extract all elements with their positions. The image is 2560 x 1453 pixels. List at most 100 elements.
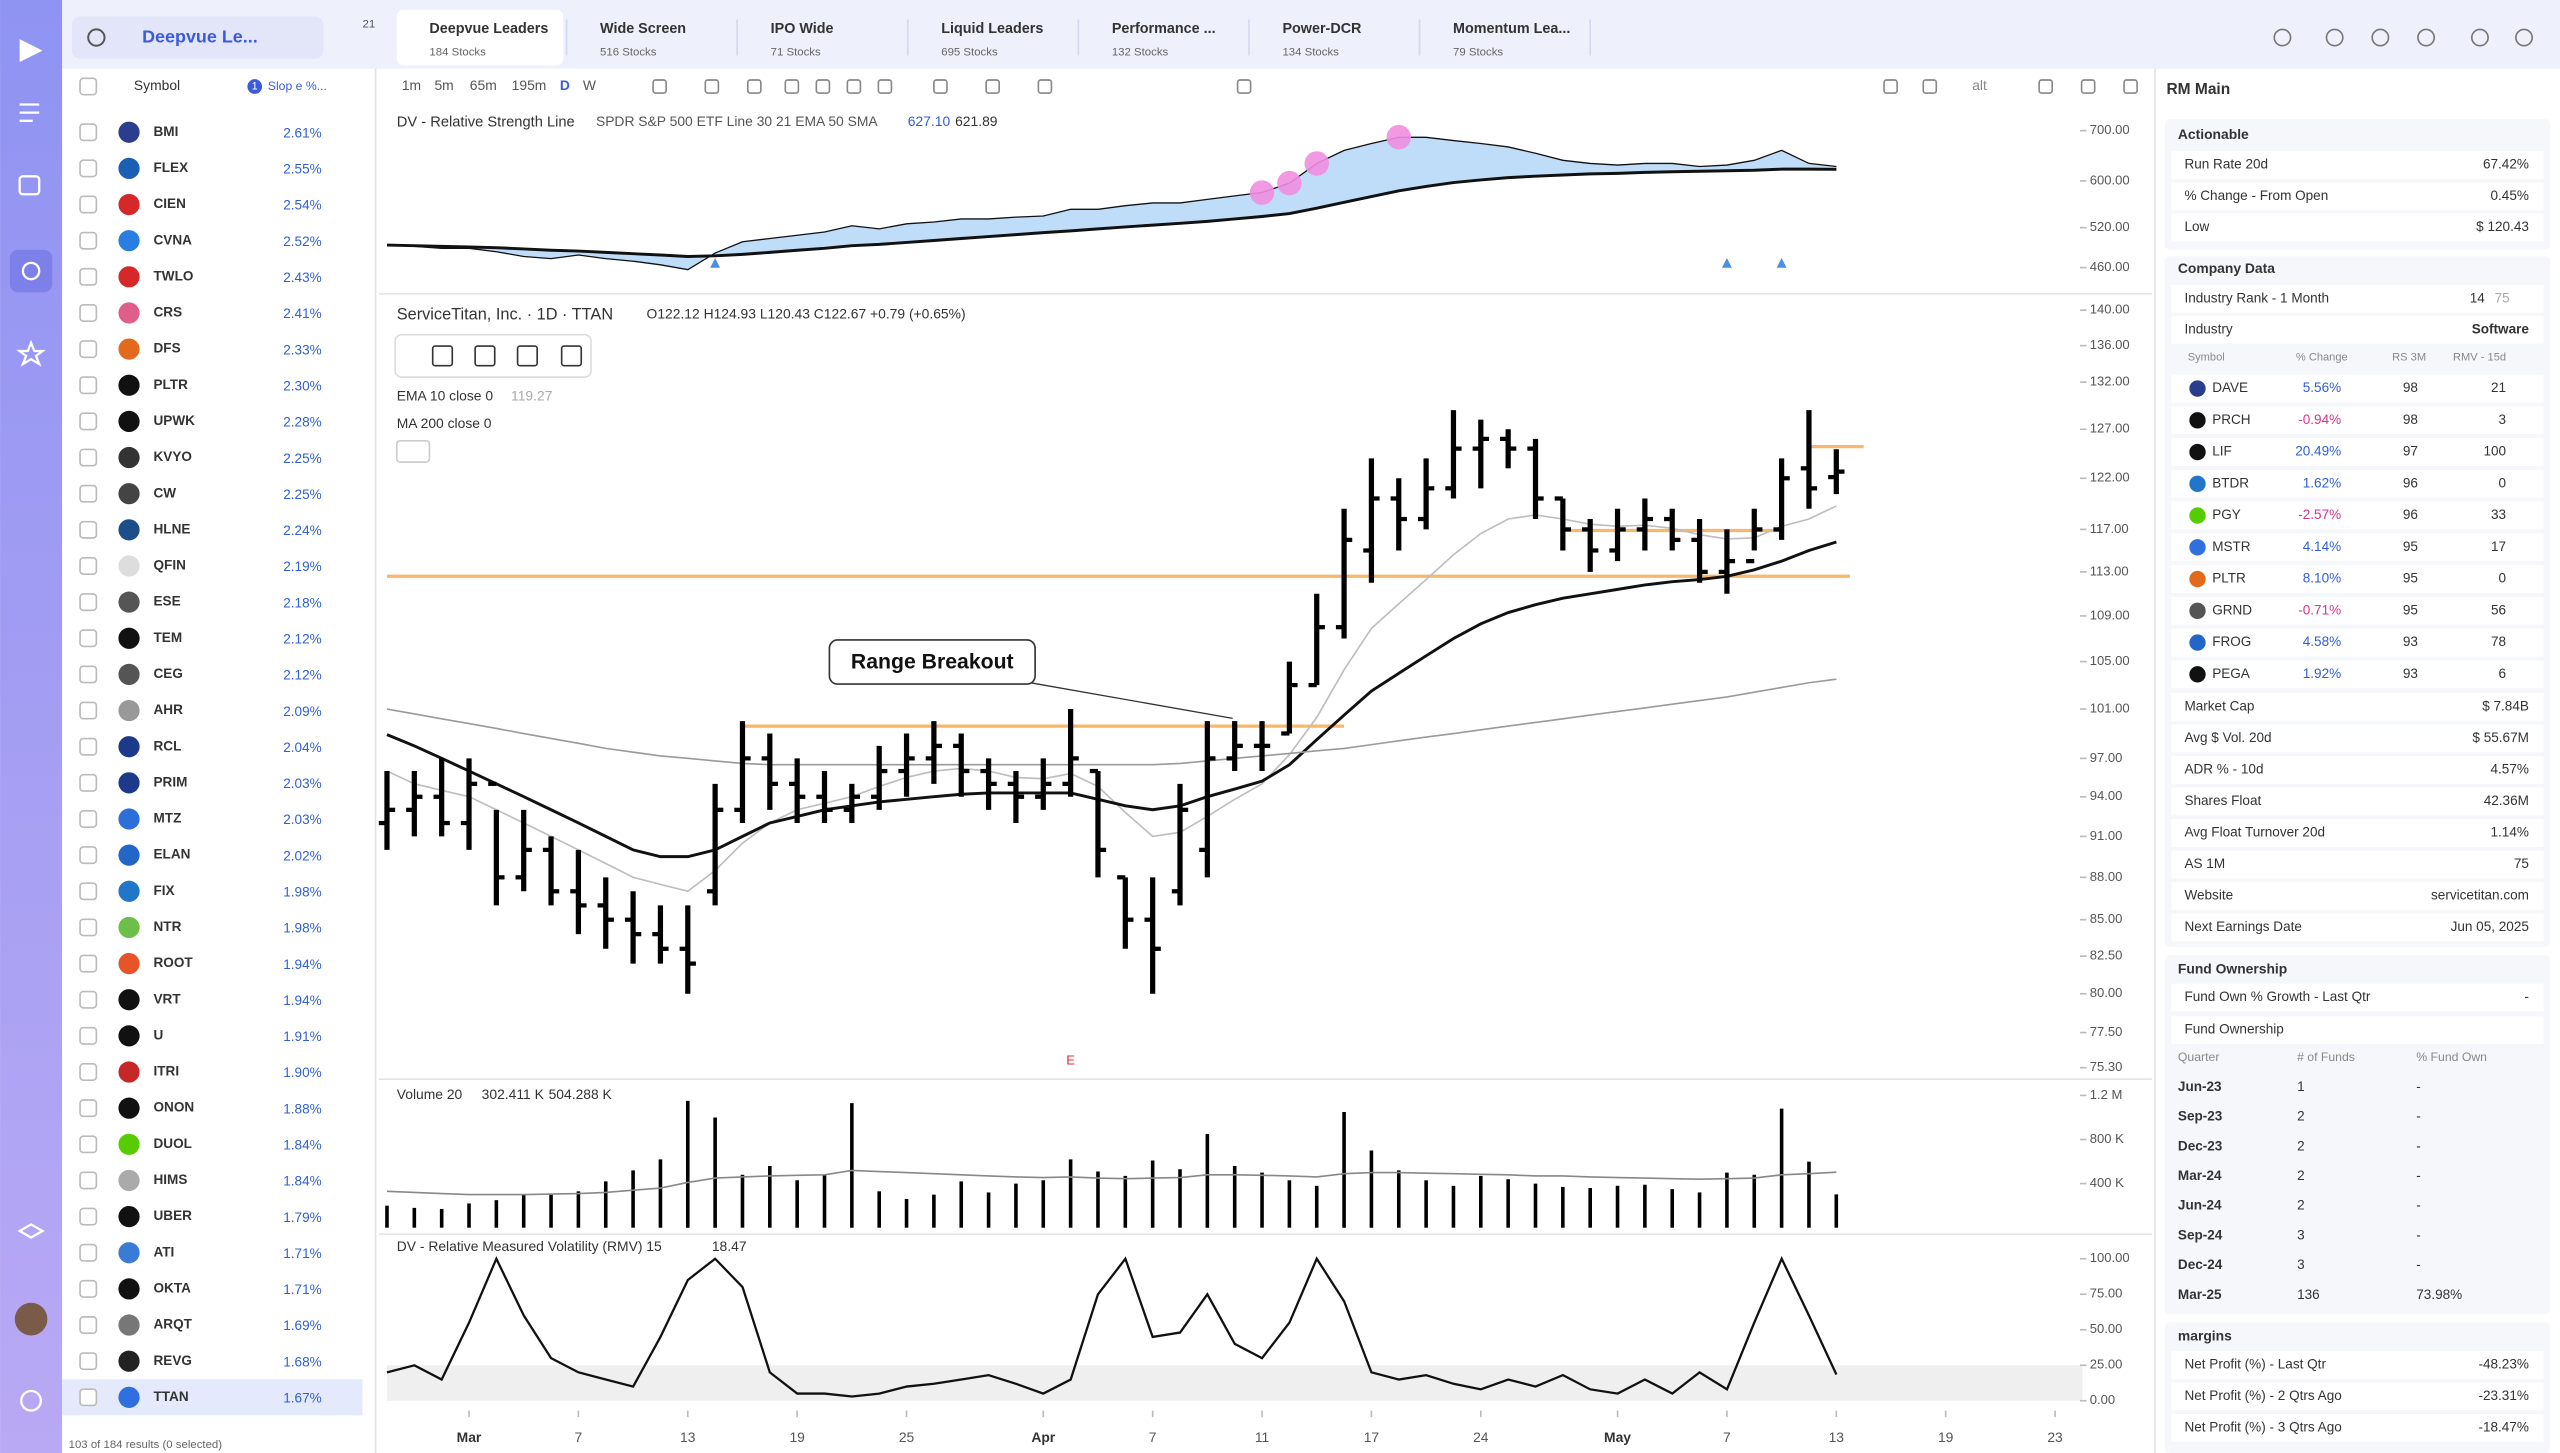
symbol[interactable]: UBER — [154, 1208, 193, 1223]
interval[interactable]: 1m — [402, 77, 421, 93]
tool-icon[interactable] — [846, 79, 862, 94]
symbol[interactable]: ATI — [154, 1244, 175, 1259]
checkbox[interactable] — [79, 1099, 98, 1118]
toolbar-icon[interactable] — [2417, 28, 2436, 47]
tool-icon[interactable] — [704, 79, 720, 94]
tool-icon[interactable] — [652, 79, 667, 94]
checkbox[interactable] — [79, 773, 98, 792]
checkbox[interactable] — [79, 954, 98, 973]
symbol[interactable]: U — [154, 1027, 164, 1042]
sort-column[interactable]: Slop e %... — [268, 79, 327, 93]
watchlist-header[interactable]: Symbol — [134, 77, 180, 93]
interval[interactable]: 195m — [512, 77, 547, 93]
symbol[interactable]: AHR — [154, 702, 184, 717]
symbol[interactable]: ESE — [154, 594, 181, 609]
checkbox[interactable] — [79, 882, 98, 901]
checkbox[interactable] — [79, 376, 98, 395]
tool-icon[interactable] — [746, 79, 762, 94]
nav-active[interactable] — [9, 249, 53, 293]
checkbox[interactable] — [79, 1316, 98, 1335]
checkbox[interactable] — [79, 629, 98, 648]
checkbox[interactable] — [79, 1388, 98, 1407]
checkbox[interactable] — [79, 1171, 98, 1190]
toolbar-icon[interactable] — [2470, 28, 2489, 47]
tool-icon[interactable] — [1236, 79, 1252, 94]
symbol[interactable]: CW — [154, 485, 177, 500]
checkbox[interactable] — [79, 1243, 98, 1262]
toolbar-icon[interactable] — [2325, 28, 2344, 47]
tool-icon[interactable] — [1037, 79, 1053, 94]
symbol[interactable]: ONON — [154, 1100, 195, 1115]
symbol[interactable]: HLNE — [154, 521, 191, 536]
symbol[interactable]: HIMS — [154, 1172, 188, 1187]
symbol[interactable]: DUOL — [154, 1136, 192, 1151]
drawing-tool[interactable] — [560, 345, 583, 367]
checkbox[interactable] — [79, 665, 98, 684]
nav-icon[interactable] — [21, 261, 41, 281]
checkbox[interactable] — [79, 520, 98, 539]
checkbox[interactable] — [79, 846, 98, 865]
symbol[interactable]: QFIN — [154, 558, 186, 573]
interval[interactable]: D — [560, 77, 570, 93]
toolbar-icon[interactable] — [2273, 28, 2292, 47]
nav-icon[interactable] — [17, 1223, 45, 1239]
checkbox[interactable] — [79, 1207, 98, 1226]
toolbar-icon[interactable] — [2515, 28, 2534, 47]
symbol[interactable]: ELAN — [154, 847, 191, 862]
tab-name[interactable]: Performance ... — [1112, 21, 1216, 37]
tab-name[interactable]: Deepvue Leaders — [429, 21, 548, 37]
nav-icon[interactable] — [19, 103, 40, 122]
tool-icon[interactable] — [877, 79, 893, 94]
drawing-tool[interactable] — [431, 345, 454, 367]
nav-icon[interactable] — [20, 1389, 43, 1412]
search-tab[interactable]: Deepvue Le... — [142, 26, 258, 46]
symbol[interactable]: ARQT — [154, 1317, 193, 1332]
checkbox[interactable] — [79, 412, 98, 431]
checkbox[interactable] — [79, 303, 98, 322]
checkbox[interactable] — [79, 701, 98, 720]
peer-symbol[interactable]: GRND — [2212, 602, 2252, 617]
peer-symbol[interactable]: BTDR — [2212, 475, 2249, 490]
peer-symbol[interactable]: PEGA — [2212, 666, 2251, 681]
tool-icon[interactable] — [2080, 79, 2096, 94]
checkbox[interactable] — [79, 1279, 98, 1298]
symbol[interactable]: ITRI — [154, 1064, 180, 1079]
interval[interactable]: W — [583, 77, 597, 93]
symbol[interactable]: CIEN — [154, 196, 186, 211]
checkbox[interactable] — [79, 810, 98, 828]
checkbox[interactable] — [79, 1063, 98, 1081]
symbol[interactable]: FLEX — [154, 160, 189, 175]
symbol[interactable]: DFS — [154, 341, 181, 356]
checkbox[interactable] — [79, 159, 98, 178]
peer-symbol[interactable]: PLTR — [2212, 571, 2246, 586]
toolbar-icon[interactable] — [2371, 28, 2390, 47]
peer-symbol[interactable]: LIF — [2212, 444, 2232, 459]
checkbox[interactable] — [79, 1026, 98, 1045]
symbol[interactable]: CRS — [154, 305, 183, 320]
checkbox[interactable] — [79, 1135, 98, 1154]
tool-icon[interactable] — [1883, 79, 1898, 94]
checkbox[interactable] — [79, 448, 98, 467]
tool-icon[interactable] — [815, 79, 831, 94]
search-box[interactable] — [71, 16, 324, 59]
checkbox[interactable] — [79, 1352, 98, 1371]
tool-icon[interactable] — [985, 79, 1001, 94]
tab-name[interactable]: Wide Screen — [600, 21, 686, 37]
drawing-tool[interactable] — [474, 345, 496, 367]
tool-icon[interactable] — [2123, 79, 2138, 94]
symbol[interactable]: UPWK — [154, 413, 196, 428]
peer-symbol[interactable]: DAVE — [2212, 380, 2248, 395]
peer-symbol[interactable]: PGY — [2212, 507, 2241, 522]
symbol[interactable]: CVNA — [154, 232, 193, 247]
tool-icon[interactable] — [2038, 79, 2054, 94]
checkbox[interactable] — [79, 267, 98, 286]
symbol[interactable]: ROOT — [154, 955, 194, 970]
symbol[interactable]: BMI — [154, 124, 179, 139]
alt-toggle[interactable]: alt — [1972, 77, 1987, 93]
collapse-button[interactable] — [395, 439, 431, 463]
interval[interactable]: 5m — [434, 77, 453, 93]
checkbox[interactable] — [79, 737, 98, 756]
checkbox[interactable] — [79, 123, 98, 142]
symbol[interactable]: RCL — [154, 738, 182, 753]
drawing-tool[interactable] — [516, 345, 538, 367]
